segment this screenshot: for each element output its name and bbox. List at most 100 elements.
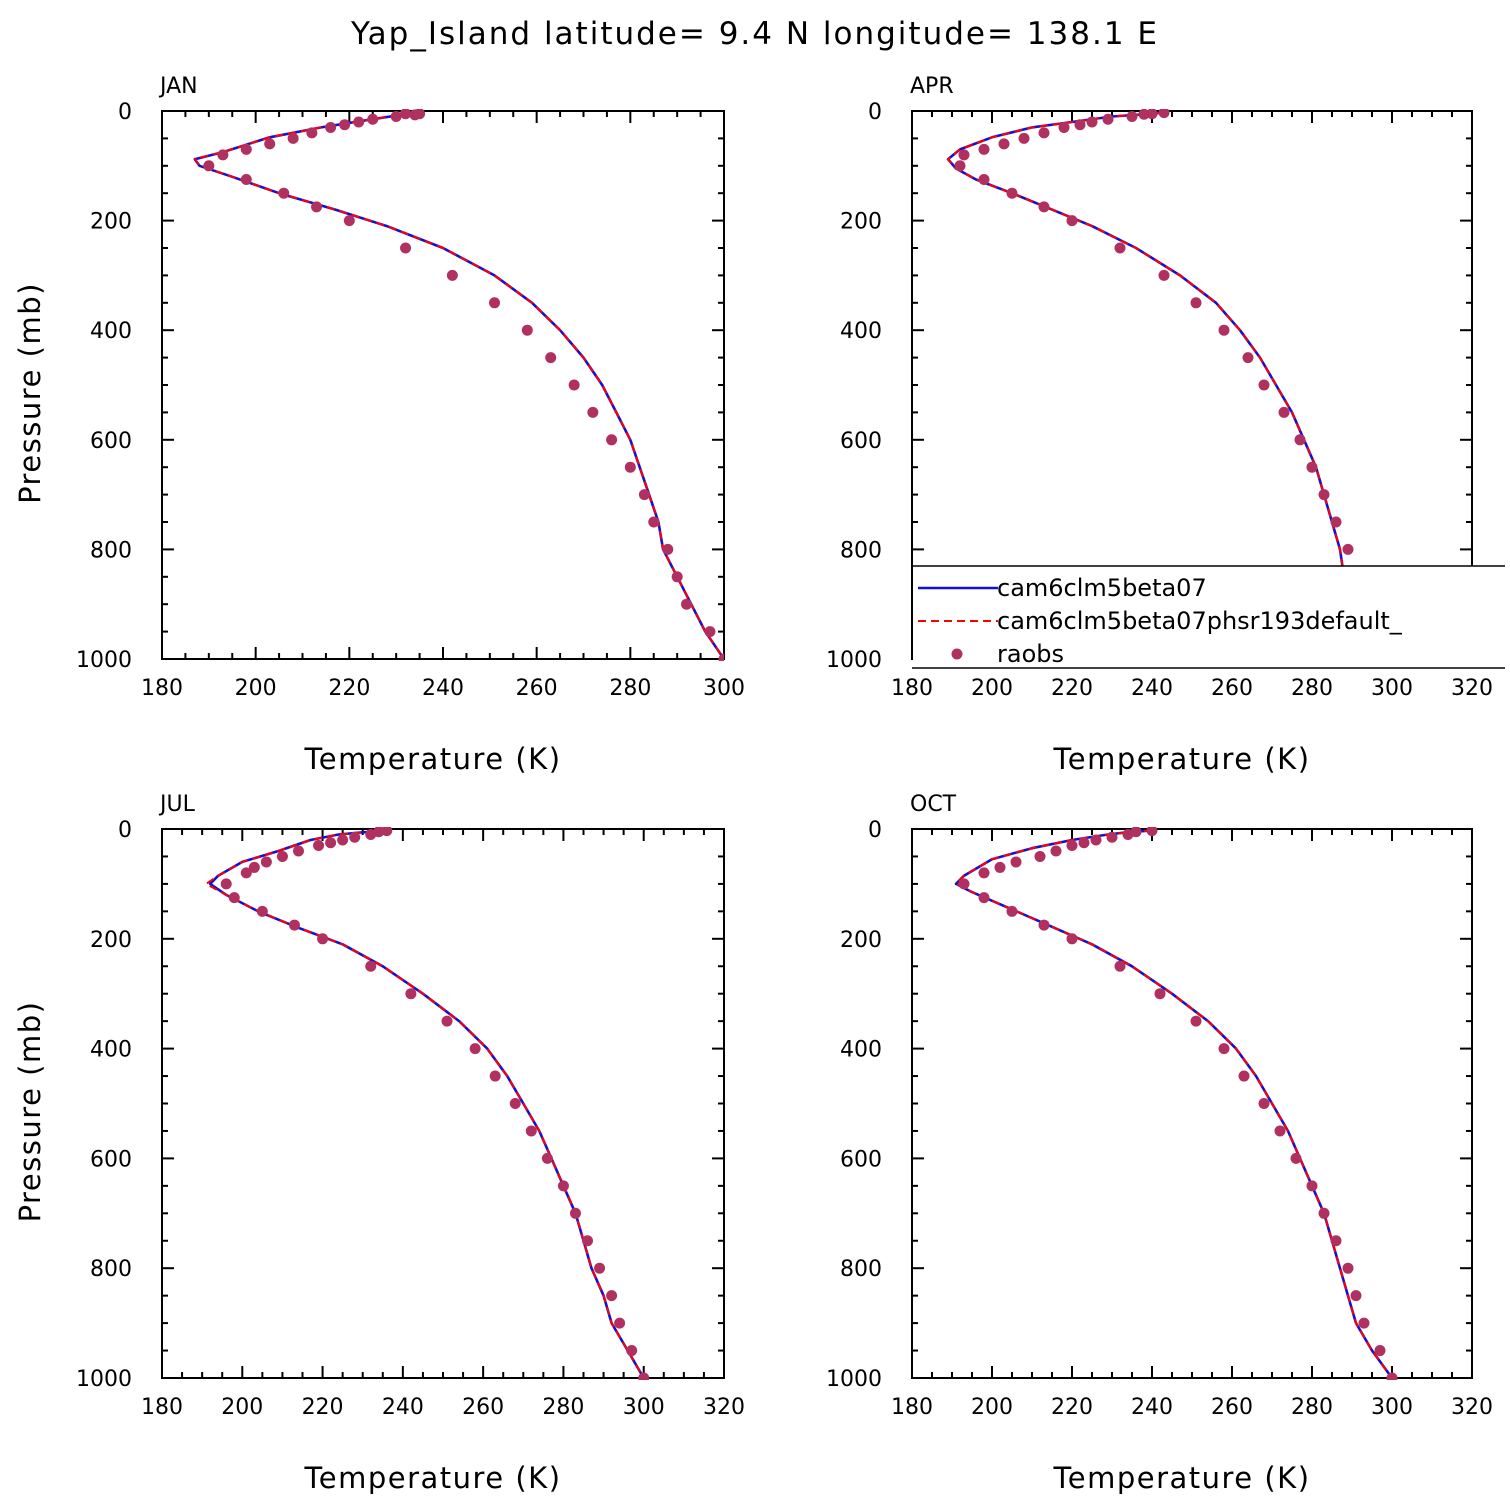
raobs-point xyxy=(256,905,268,917)
raobs-point xyxy=(994,861,1006,873)
x-tick-label: 300 xyxy=(623,1395,665,1420)
raobs-point xyxy=(1154,988,1166,1000)
raobs-point xyxy=(1306,1180,1318,1192)
raobs-point xyxy=(1258,379,1270,391)
raobs-point xyxy=(240,867,252,879)
raobs-point xyxy=(276,850,288,862)
raobs-point xyxy=(1038,919,1050,931)
raobs-point xyxy=(240,143,252,155)
panels: 180 200 220 240 260 280 300 0 200 400 600 800 1000 JA… xyxy=(13,74,1493,1495)
panel-title: APR xyxy=(910,74,954,99)
x-tick-label: 180 xyxy=(141,676,183,701)
raobs-point xyxy=(1010,856,1022,868)
raobs-point xyxy=(1242,352,1254,364)
raobs-point xyxy=(1358,1317,1370,1329)
raobs-point xyxy=(1090,834,1102,846)
panel-jul: 180 200 220 240 260 280 300 320 0 200 400 600 800 100… xyxy=(13,792,745,1495)
raobs-point xyxy=(671,571,683,583)
x-tick-label: 260 xyxy=(462,1395,504,1420)
raobs-point xyxy=(1146,827,1158,837)
raobs-point xyxy=(339,119,351,131)
alt-model-line xyxy=(205,829,645,1379)
raobs-point xyxy=(414,109,426,120)
raobs-point xyxy=(292,845,304,857)
raobs-point xyxy=(569,1207,581,1219)
raobs-point xyxy=(1330,1235,1342,1247)
x-tick-label: 320 xyxy=(1451,1395,1493,1420)
raobs-point xyxy=(1066,933,1078,945)
y-tick-label: 600 xyxy=(840,1147,882,1172)
raobs-point xyxy=(1330,516,1342,528)
y-tick-label: 400 xyxy=(90,1038,132,1063)
raobs-point xyxy=(541,1152,553,1164)
raobs-point xyxy=(638,489,650,501)
raobs-point xyxy=(638,1372,650,1380)
y-tick-label: 800 xyxy=(840,1257,882,1282)
panel-title: JAN xyxy=(158,74,198,99)
raobs-point xyxy=(681,598,693,610)
y-tick-label: 1000 xyxy=(76,1367,132,1392)
x-tick-label: 200 xyxy=(221,1395,263,1420)
y-tick-label: 200 xyxy=(90,210,132,235)
raobs-point xyxy=(405,988,417,1000)
raobs-point xyxy=(306,127,318,139)
x-tick-label: 300 xyxy=(1371,1395,1413,1420)
x-tick-label: 240 xyxy=(1131,1395,1173,1420)
legend-background xyxy=(913,566,1506,668)
x-tick-label: 200 xyxy=(971,1395,1013,1420)
raobs-point xyxy=(582,1235,594,1247)
y-tick-label: 1000 xyxy=(826,1367,882,1392)
raobs-point xyxy=(1006,905,1018,917)
x-tick-label: 300 xyxy=(703,676,745,701)
raobs-point xyxy=(718,653,724,661)
x-tick-label: 220 xyxy=(1051,676,1093,701)
raobs-point xyxy=(1278,406,1290,418)
raobs-point xyxy=(343,215,355,227)
raobs-point xyxy=(594,1262,606,1274)
y-tick-label: 600 xyxy=(840,429,882,454)
x-axis-label: Temperature (K) xyxy=(303,742,561,776)
raobs-point xyxy=(325,837,337,849)
raobs-point xyxy=(1218,324,1230,336)
raobs-point xyxy=(1006,187,1018,199)
raobs-point xyxy=(545,352,557,364)
raobs-point xyxy=(1190,1015,1202,1027)
raobs-point xyxy=(1102,113,1114,125)
x-axis-label: Temperature (K) xyxy=(1052,742,1310,776)
y-tick-label: 200 xyxy=(840,210,882,235)
y-tick-label: 200 xyxy=(840,928,882,953)
raobs-point xyxy=(1294,434,1306,446)
raobs-point xyxy=(1086,116,1098,128)
x-tick-label: 280 xyxy=(542,1395,584,1420)
y-tick-label: 0 xyxy=(118,818,132,843)
raobs-point xyxy=(958,149,970,161)
x-tick-label: 280 xyxy=(1291,676,1333,701)
raobs-point xyxy=(978,143,990,155)
y-tick-label: 0 xyxy=(868,100,882,125)
x-tick-label: 260 xyxy=(1211,1395,1253,1420)
raobs-point xyxy=(381,827,393,837)
x-tick-label: 240 xyxy=(382,1395,424,1420)
legend-label: cam6clm5beta07phsr193default_ xyxy=(997,607,1403,635)
raobs-point xyxy=(1038,127,1050,139)
raobs-point xyxy=(587,406,599,418)
raobs-point xyxy=(446,269,458,281)
raobs-point xyxy=(260,856,272,868)
raobs-point xyxy=(606,434,618,446)
y-tick-label: 200 xyxy=(90,928,132,953)
raobs-point xyxy=(557,1180,569,1192)
raobs-point xyxy=(365,828,377,840)
raobs-point xyxy=(325,121,337,133)
raobs-point xyxy=(998,138,1010,150)
raobs-point xyxy=(1114,960,1126,972)
raobs-point xyxy=(978,892,990,904)
plot-data xyxy=(954,827,1398,1380)
raobs-point xyxy=(1066,839,1078,851)
raobs-point xyxy=(288,919,300,931)
panel-title: JUL xyxy=(158,792,196,817)
raobs-point xyxy=(1386,1372,1398,1380)
raobs-point xyxy=(1034,850,1046,862)
raobs-point xyxy=(521,324,533,336)
x-tick-label: 180 xyxy=(141,1395,183,1420)
legend-dot xyxy=(951,648,963,660)
